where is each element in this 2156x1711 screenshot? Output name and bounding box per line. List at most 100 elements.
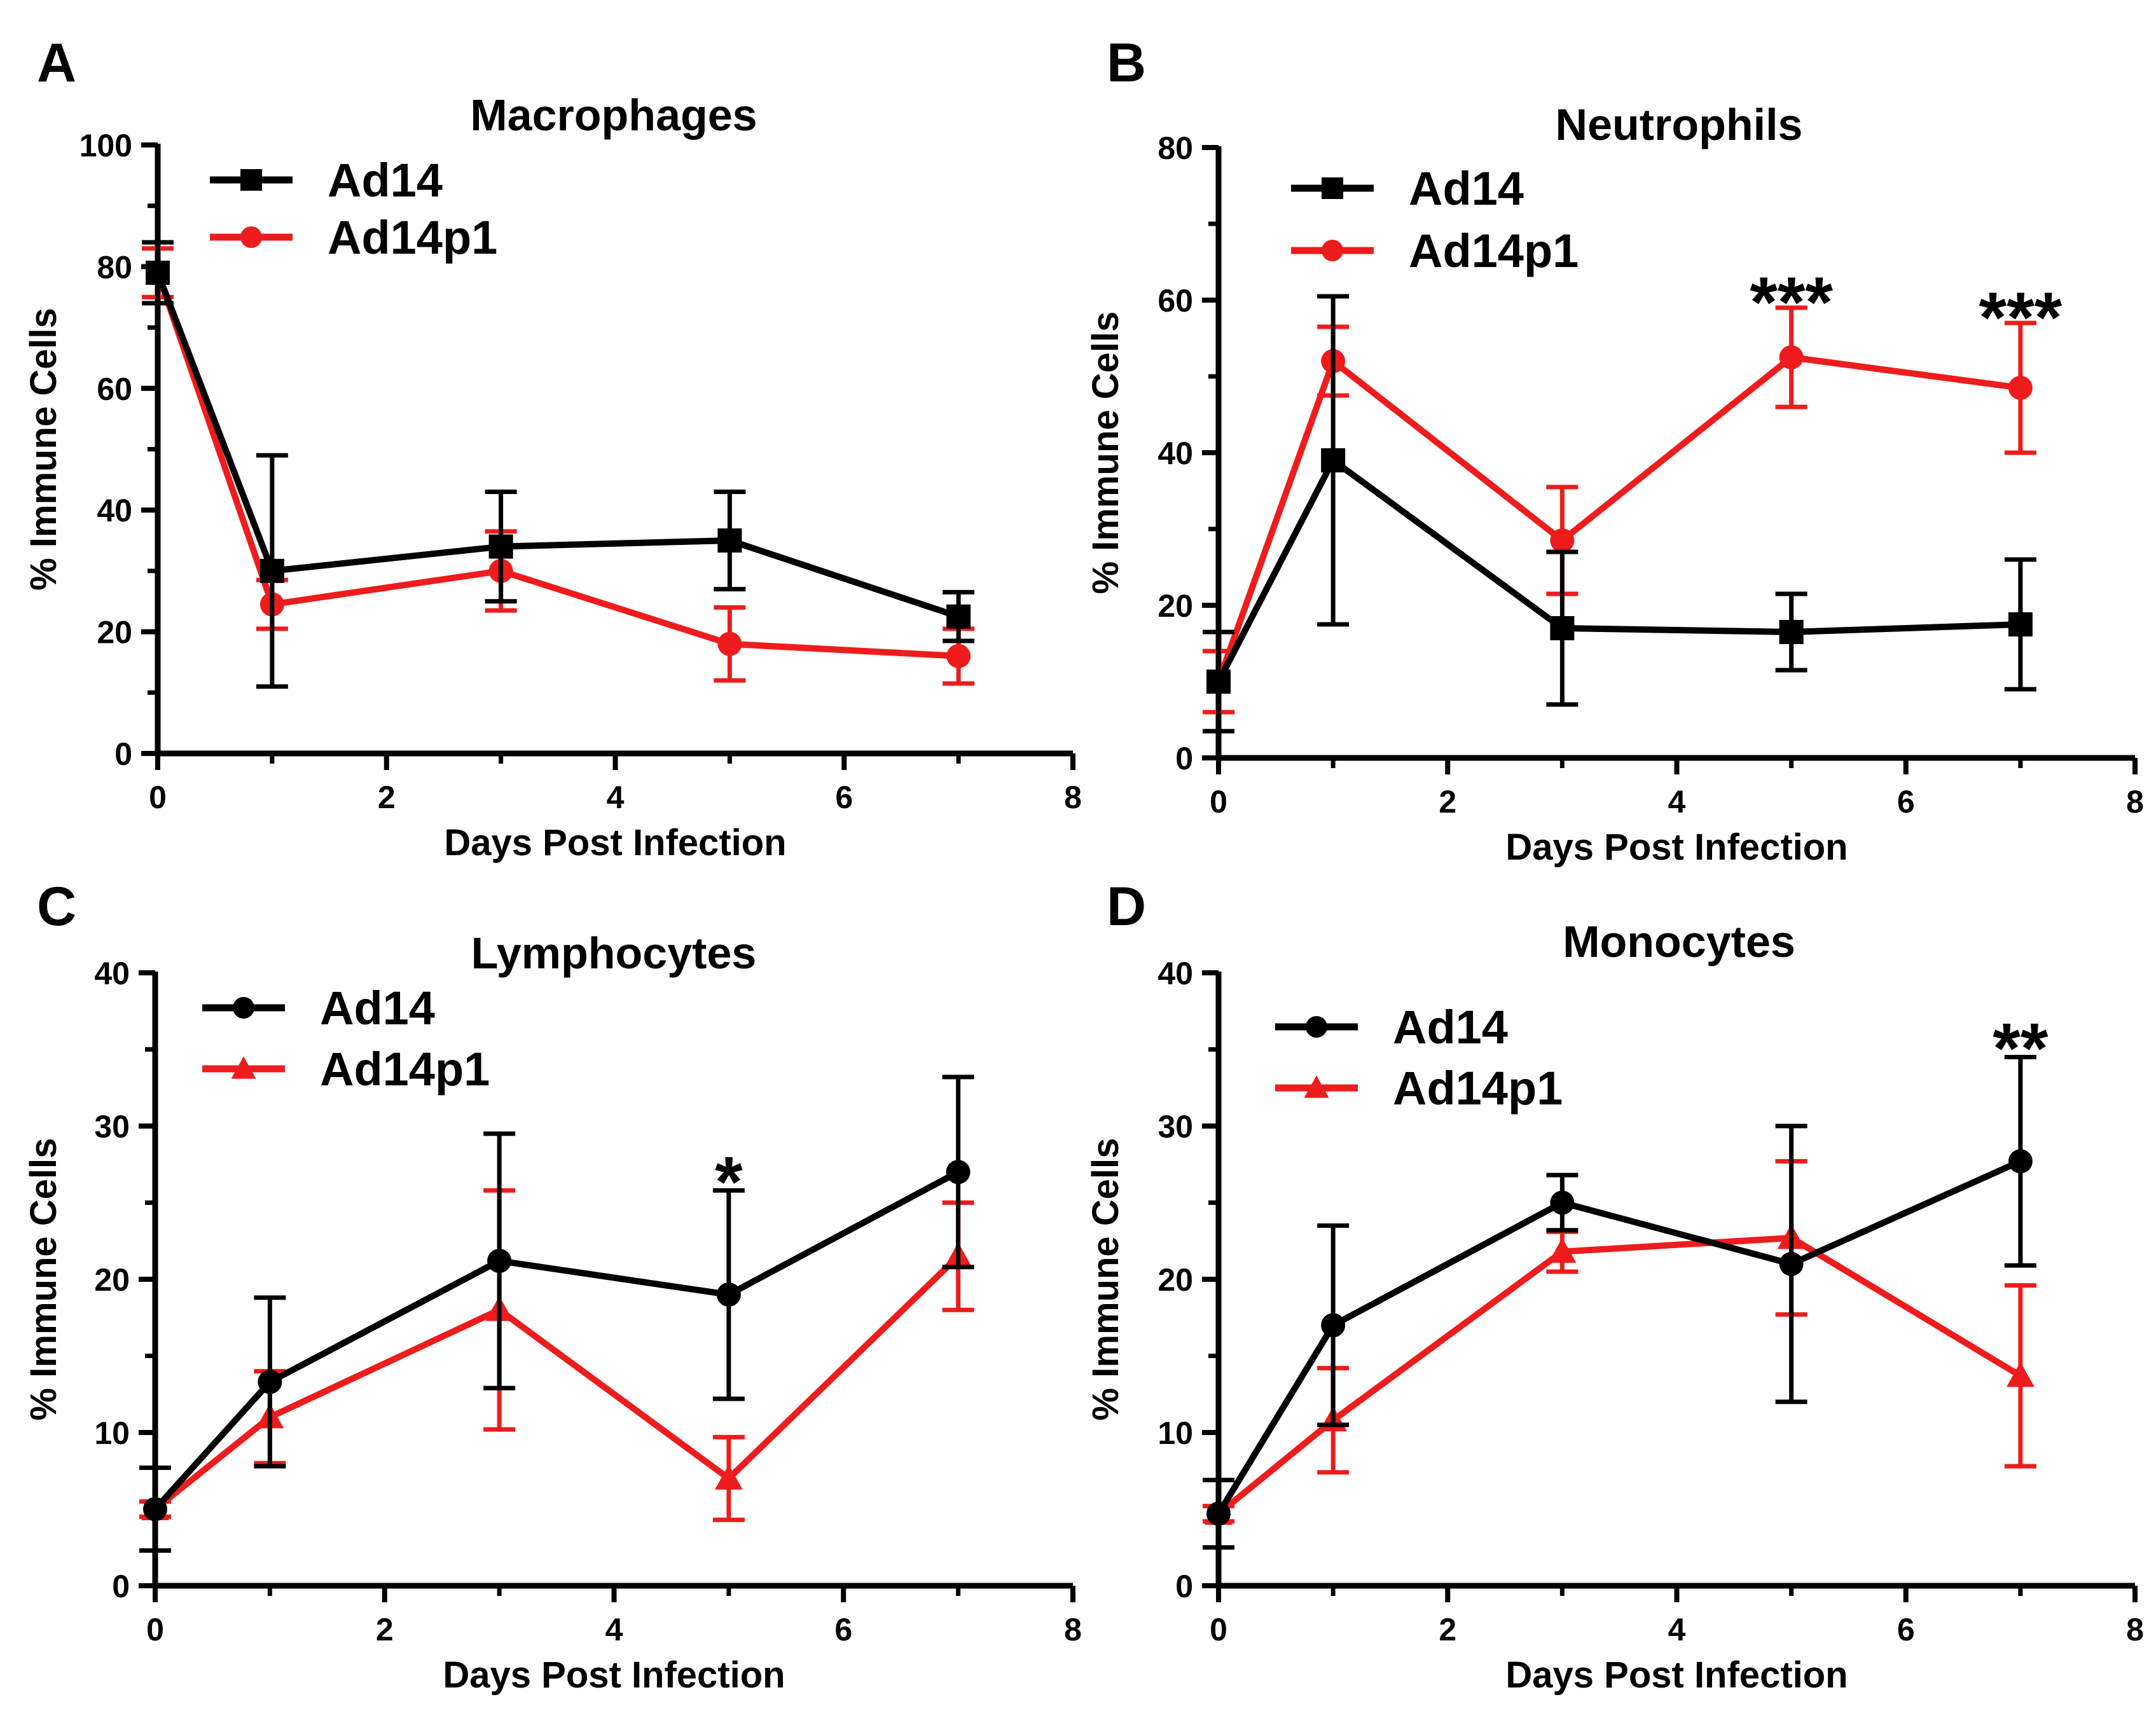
data-point — [488, 534, 513, 559]
y-tick-label: 20 — [94, 1262, 130, 1298]
data-point — [1550, 616, 1575, 640]
x-tick-label: 6 — [834, 1612, 852, 1647]
y-axis-label: % Immune Cells — [1085, 312, 1126, 594]
legend-label: Ad14p1 — [1409, 224, 1579, 277]
data-point — [1321, 448, 1346, 472]
panel-c: C Lymphocytes 0 10 20 30 40 0 2 4 6 8 Days Post Infe… — [23, 876, 1082, 1696]
chart-title: Lymphocytes — [471, 928, 757, 978]
x-tick-label: 8 — [1064, 1612, 1082, 1647]
legend-entry-ad14p1: Ad14p1 — [1275, 1062, 1563, 1115]
panel-label: A — [37, 32, 76, 93]
legend-marker — [231, 1056, 256, 1079]
data-point — [1548, 1237, 1577, 1263]
y-tick-label: 10 — [94, 1415, 130, 1451]
x-tick-label: 2 — [376, 1612, 394, 1647]
y-tick-label: 40 — [97, 493, 132, 528]
y-axis-label: % Immune Cells — [23, 1138, 64, 1421]
data-point — [258, 1370, 282, 1394]
data-point — [1779, 1251, 1804, 1276]
x-axis-label: Days Post Infection — [1505, 827, 1848, 868]
y-tick-label: 0 — [1175, 741, 1193, 776]
y-tick-label: 100 — [79, 128, 132, 163]
series-line — [1215, 354, 2021, 683]
panel-label: C — [37, 876, 76, 937]
x-tick-label: 4 — [605, 1612, 623, 1647]
y-tick-label: 10 — [1157, 1415, 1193, 1451]
series-line — [153, 1169, 960, 1511]
x-tick-label: 2 — [1439, 1612, 1456, 1647]
x-axis-label: Days Post Infection — [444, 822, 786, 863]
legend-label: Ad14p1 — [1393, 1062, 1563, 1115]
y-tick-label: 30 — [1157, 1109, 1193, 1144]
legend-label: Ad14 — [320, 982, 435, 1034]
legend-marker — [1304, 1075, 1329, 1098]
data-point — [946, 604, 971, 629]
legend-entry-ad14: Ad14 — [1275, 1001, 1508, 1054]
data-point — [1779, 345, 1804, 369]
legend-label: Ad14p1 — [328, 211, 497, 264]
significance-marker: *** — [1750, 263, 1833, 342]
legend-label: Ad14 — [1409, 162, 1524, 215]
x-tick-label: 8 — [2126, 1612, 2144, 1647]
x-tick-label: 0 — [146, 1612, 164, 1647]
data-point — [1206, 670, 1231, 694]
data-point — [1550, 528, 1575, 553]
data-point — [2008, 376, 2033, 400]
legend-entry-ad14p1: Ad14p1 — [1291, 224, 1579, 277]
legend-entry-ad14p1: Ad14p1 — [202, 1043, 490, 1096]
panel-d: D Monocytes 0 10 20 30 40 0 2 4 6 8 Days Post Infect… — [1085, 876, 2144, 1696]
y-axis-label: % Immune Cells — [23, 308, 64, 591]
y-tick-label: 0 — [112, 1569, 130, 1604]
x-tick-label: 8 — [1064, 780, 1082, 815]
data-point — [2007, 1361, 2035, 1387]
data-point — [716, 1282, 741, 1307]
data-point — [2008, 1149, 2033, 1174]
data-point — [715, 1464, 743, 1490]
y-tick-label: 30 — [94, 1109, 130, 1144]
legend-marker — [1322, 177, 1343, 199]
legend-entry-ad14: Ad14 — [1291, 162, 1524, 215]
x-tick-label: 6 — [1897, 1612, 1915, 1647]
legend-marker — [240, 169, 262, 191]
data-point — [946, 643, 971, 668]
y-tick-label: 80 — [97, 249, 132, 285]
y-tick-label: 40 — [1157, 436, 1193, 471]
y-tick-label: 40 — [94, 956, 130, 991]
series-ad14p1 — [139, 1188, 974, 1522]
y-tick-label: 0 — [114, 736, 132, 772]
series-line — [1215, 1158, 2022, 1516]
legend-marker — [1322, 240, 1343, 261]
series-ad14p1 — [1203, 305, 2036, 715]
data-point — [487, 1249, 512, 1274]
x-axis-label: Days Post Infection — [1505, 1654, 1848, 1696]
x-tick-label: 4 — [1668, 784, 1686, 820]
series-ad14 — [139, 1075, 974, 1553]
x-tick-label: 8 — [2126, 784, 2144, 820]
x-tick-label: 4 — [607, 780, 625, 815]
series-ad14 — [1203, 1055, 2036, 1550]
panel-label: B — [1107, 32, 1146, 93]
data-point — [1550, 1190, 1575, 1215]
data-point — [1779, 620, 1804, 644]
x-tick-label: 0 — [1210, 1612, 1227, 1647]
data-point — [1321, 1313, 1346, 1338]
legend-label: Ad14 — [1393, 1001, 1508, 1054]
x-tick-label: 2 — [378, 780, 396, 815]
y-tick-label: 20 — [1157, 588, 1193, 624]
chart-title: Monocytes — [1563, 917, 1795, 966]
series-ad14 — [1203, 294, 2036, 734]
y-tick-label: 80 — [1157, 130, 1193, 166]
series-ad14 — [142, 240, 975, 689]
x-tick-label: 6 — [835, 780, 853, 815]
x-tick-label: 0 — [1210, 784, 1227, 820]
data-point — [146, 260, 170, 285]
significance-marker: * — [715, 1142, 743, 1221]
legend-marker — [1306, 1016, 1327, 1038]
chart-title: Macrophages — [470, 90, 757, 140]
series-ad14p1 — [142, 246, 975, 686]
data-point — [2008, 612, 2033, 636]
legend-marker — [240, 226, 262, 248]
legend-entry-ad14p1: Ad14p1 — [210, 211, 497, 264]
legend-entry-ad14: Ad14 — [210, 154, 443, 207]
